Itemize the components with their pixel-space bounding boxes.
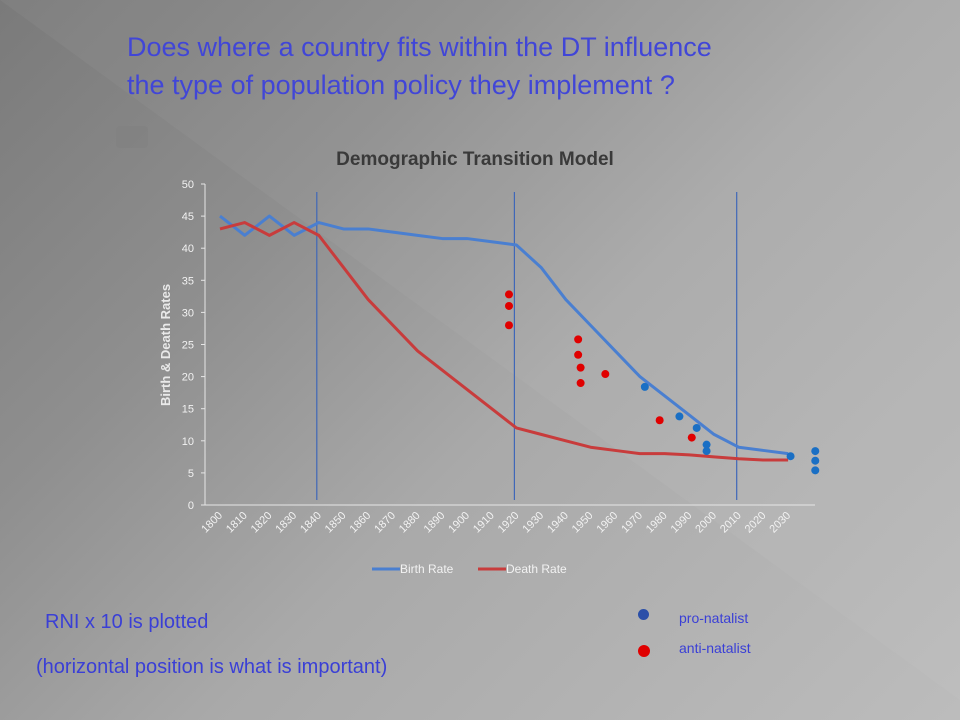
- pro-natalist-label: pro-natalist: [679, 610, 749, 626]
- background-sheen: [0, 0, 960, 700]
- chart-legend: Birth Rate Death Rate: [372, 562, 567, 576]
- anti-natalist-point: [601, 370, 610, 379]
- anti-natalist-point: [576, 363, 585, 372]
- question-line-2: the type of population policy they imple…: [127, 70, 675, 100]
- x-tick-label: 1930: [520, 510, 546, 536]
- x-tick-label: 1890: [422, 510, 448, 536]
- y-tick-label: 30: [182, 307, 194, 319]
- x-tick-label: 1860: [348, 510, 374, 536]
- pro-natalist-point: [702, 447, 711, 456]
- question-line-1: Does where a country fits within the DT …: [127, 32, 712, 62]
- pro-natalist-point: [811, 466, 820, 475]
- horizontal-note: (horizontal position is what is importan…: [36, 656, 388, 678]
- pro-natalist-point: [675, 412, 684, 421]
- pro-natalist-point: [811, 456, 820, 465]
- chart-title: Demographic Transition Model: [336, 149, 614, 170]
- y-axis-label: Birth & Death Rates: [158, 284, 173, 406]
- y-tick-label: 15: [182, 404, 194, 416]
- anti-natalist-label: anti-natalist: [679, 640, 751, 656]
- policy-points: [504, 290, 820, 475]
- x-tick-label: 1990: [669, 510, 695, 536]
- y-tick-label: 40: [182, 243, 194, 255]
- pro-natalist-point: [692, 423, 701, 432]
- x-tick-label: 1800: [199, 510, 225, 536]
- anti-natalist-point: [687, 433, 696, 442]
- background-shape: [116, 126, 148, 148]
- x-tick-label: 1840: [298, 510, 324, 536]
- anti-natalist-point: [504, 301, 513, 310]
- series-line-death-rate: [219, 221, 789, 462]
- x-tick-label: 1960: [595, 510, 621, 536]
- y-tick-label: 0: [188, 500, 194, 512]
- anti-natalist-point: [655, 416, 664, 425]
- x-tick-label: 1820: [249, 510, 275, 536]
- x-tick-label: 1920: [496, 510, 522, 536]
- anti-natalist-point: [504, 290, 513, 299]
- pro-natalist-point: [811, 447, 820, 456]
- series-line-birth-rate: [219, 214, 789, 456]
- chart-series: [219, 214, 789, 462]
- x-tick-label: 1810: [224, 510, 250, 536]
- y-tick-label: 45: [182, 211, 194, 223]
- pro-natalist-point: [702, 440, 711, 449]
- x-tick-label: 1880: [397, 510, 423, 536]
- y-tick-label: 20: [182, 372, 194, 384]
- x-tick-label: 1830: [273, 510, 299, 536]
- background-texture: [0, 0, 960, 700]
- y-tick-label: 50: [182, 179, 194, 191]
- slide-question: Does where a country fits within the DT …: [127, 28, 847, 104]
- x-tick-label: 1900: [446, 510, 472, 536]
- x-tick-label: 1910: [471, 510, 497, 536]
- anti-natalist-point: [576, 379, 585, 388]
- anti-natalist-point: [574, 335, 583, 344]
- rni-note: RNI x 10 is plotted: [45, 611, 209, 633]
- x-tick-label: 1970: [619, 510, 645, 536]
- pro-natalist-point: [640, 382, 649, 391]
- y-tick-label: 35: [182, 275, 194, 287]
- legend-label: Death Rate: [506, 562, 567, 576]
- anti-natalist-point: [504, 321, 513, 330]
- x-tick-label: 1950: [570, 510, 596, 536]
- y-tick-label: 5: [188, 468, 194, 480]
- y-tick-label: 10: [182, 436, 194, 448]
- anti-natalist-marker: [638, 645, 650, 657]
- x-tick-label: 1850: [323, 510, 349, 536]
- pro-natalist-point: [786, 452, 795, 461]
- anti-natalist-point: [574, 350, 583, 359]
- y-tick-label: 25: [182, 340, 194, 352]
- x-tick-label: 1870: [372, 510, 398, 536]
- legend-label: Birth Rate: [400, 562, 454, 576]
- pro-natalist-marker: [638, 609, 649, 620]
- x-tick-label: 1940: [545, 510, 571, 536]
- x-tick-label: 1980: [644, 510, 670, 536]
